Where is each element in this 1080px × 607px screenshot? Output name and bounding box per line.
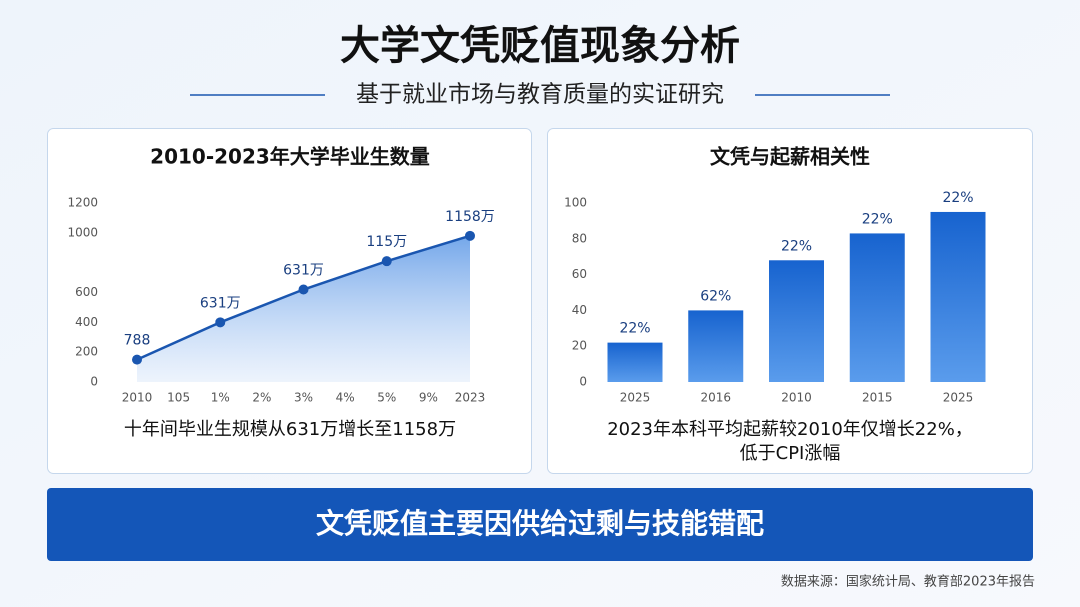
bar <box>607 342 663 382</box>
chart-title: 2010-2023年大学毕业生数量 <box>150 145 430 169</box>
x-tick-label: 2015 <box>862 391 893 405</box>
subtitle: 基于就业市场与教育质量的实证研究 <box>356 82 724 108</box>
x-tick-label: 2% <box>252 391 271 405</box>
annotation: 22% <box>619 321 650 337</box>
x-tick-label: 105 <box>167 391 190 405</box>
annotation: 1158万 <box>445 209 495 225</box>
title: 大学文凭贬值现象分析 <box>340 23 740 69</box>
y-tick-label: 60 <box>572 267 587 281</box>
x-tick-label: 4% <box>336 391 355 405</box>
x-tick-label: 2010 <box>781 391 812 405</box>
annotation: 788 <box>124 333 151 349</box>
caption: 低于CPI涨幅 <box>740 443 841 464</box>
point <box>465 230 475 241</box>
bar <box>849 233 905 382</box>
annotation: 115万 <box>366 234 407 250</box>
point <box>381 256 392 267</box>
annotation: 22% <box>942 190 973 206</box>
y-tick-label: 1200 <box>67 196 98 210</box>
banner-box <box>47 488 1033 561</box>
caption: 十年间毕业生规模从631万增长至1158万 <box>124 419 456 440</box>
annotation: 62% <box>700 288 731 304</box>
annotation: 22% <box>862 211 893 227</box>
x-tick-label: 5% <box>377 391 396 405</box>
x-tick-label: 2025 <box>943 391 974 405</box>
bar <box>688 310 744 382</box>
y-tick-label: 0 <box>579 375 587 389</box>
point <box>215 317 226 328</box>
y-tick-label: 80 <box>572 231 587 245</box>
source: 数据来源：国家统计局、教育部2023年报告 <box>781 574 1035 590</box>
y-tick-label: 1000 <box>67 225 98 239</box>
x-tick-label: 2016 <box>700 391 731 405</box>
y-tick-label: 0 <box>90 375 98 389</box>
bar <box>769 260 824 382</box>
point <box>298 284 309 295</box>
y-tick-label: 40 <box>572 303 587 317</box>
area <box>137 235 470 382</box>
caption: 2023年本科平均起薪较2010年仅增长22%， <box>607 419 973 440</box>
annotation: 631万 <box>200 295 241 311</box>
y-tick-label: 20 <box>572 339 587 353</box>
x-tick-label: 9% <box>419 391 438 405</box>
x-tick-label: 2023 <box>455 391 486 405</box>
y-tick-label: 100 <box>564 196 587 210</box>
y-tick-label: 400 <box>75 315 98 329</box>
x-tick-label: 3% <box>294 391 313 405</box>
x-tick-label: 2010 <box>122 391 153 405</box>
banner: 文凭贬值主要因供给过剩与技能错配 <box>316 507 764 540</box>
y-tick-label: 600 <box>75 285 98 299</box>
x-tick-label: 1% <box>211 391 230 405</box>
annotation: 631万 <box>283 263 324 279</box>
x-tick-label: 2025 <box>620 391 651 405</box>
y-tick-label: 200 <box>75 345 98 359</box>
chart-title: 文凭与起薪相关性 <box>710 145 870 169</box>
bar <box>930 211 986 382</box>
annotation: 22% <box>781 238 812 254</box>
point <box>132 354 142 365</box>
